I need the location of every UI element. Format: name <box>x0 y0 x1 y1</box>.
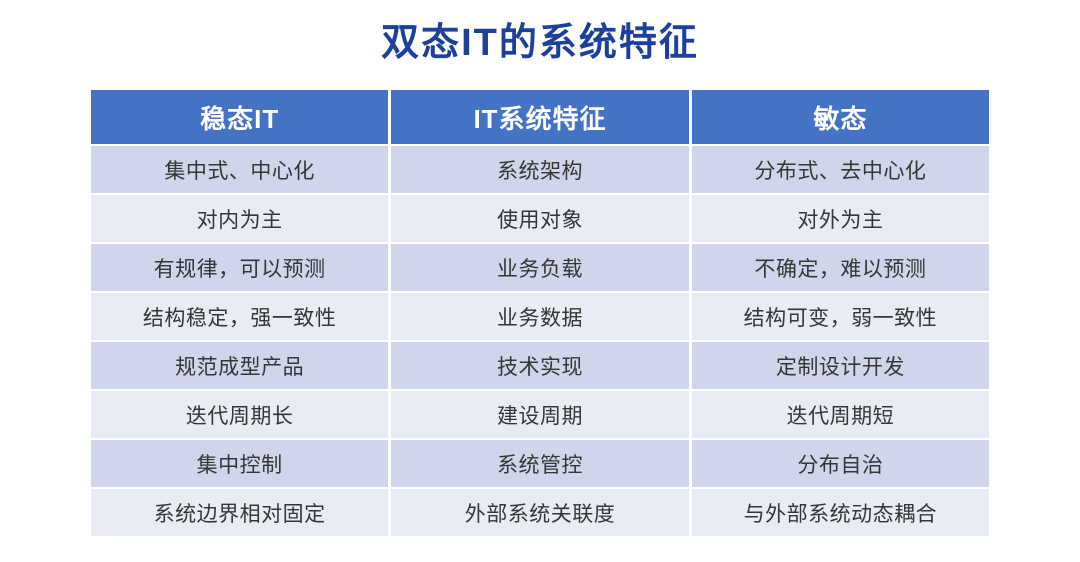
table-cell: 迭代周期长 <box>91 391 389 438</box>
table-row: 规范成型产品 技术实现 定制设计开发 <box>91 342 989 389</box>
table-cell: 外部系统关联度 <box>391 489 689 536</box>
table-cell: 集中式、中心化 <box>91 146 389 193</box>
table-row: 系统边界相对固定 外部系统关联度 与外部系统动态耦合 <box>91 489 989 536</box>
table-cell: 定制设计开发 <box>691 342 989 389</box>
table-row: 结构稳定，强一致性 业务数据 结构可变，弱一致性 <box>91 293 989 340</box>
table-cell: 不确定，难以预测 <box>691 244 989 291</box>
table-cell: 系统边界相对固定 <box>91 489 389 536</box>
table-cell: 集中控制 <box>91 440 389 487</box>
table-cell: 规范成型产品 <box>91 342 389 389</box>
table-cell: 对内为主 <box>91 195 389 242</box>
table-row: 迭代周期长 建设周期 迭代周期短 <box>91 391 989 438</box>
table-row: 集中控制 系统管控 分布自治 <box>91 440 989 487</box>
table-cell: 使用对象 <box>391 195 689 242</box>
column-header-agile: 敏态 <box>691 90 989 144</box>
column-header-stable-it: 稳态IT <box>91 90 389 144</box>
table-cell: 业务数据 <box>391 293 689 340</box>
table-cell: 分布式、去中心化 <box>691 146 989 193</box>
comparison-table: 稳态IT IT系统特征 敏态 集中式、中心化 系统架构 分布式、去中心化 对内为… <box>88 88 992 538</box>
table-row: 对内为主 使用对象 对外为主 <box>91 195 989 242</box>
table-row: 有规律，可以预测 业务负载 不确定，难以预测 <box>91 244 989 291</box>
table-cell: 系统管控 <box>391 440 689 487</box>
table-cell: 结构稳定，强一致性 <box>91 293 389 340</box>
table-cell: 技术实现 <box>391 342 689 389</box>
table-cell: 有规律，可以预测 <box>91 244 389 291</box>
table-cell: 分布自治 <box>691 440 989 487</box>
table-cell: 迭代周期短 <box>691 391 989 438</box>
table-row: 集中式、中心化 系统架构 分布式、去中心化 <box>91 146 989 193</box>
page-title: 双态IT的系统特征 <box>381 22 699 64</box>
table-cell: 与外部系统动态耦合 <box>691 489 989 536</box>
table-cell: 业务负载 <box>391 244 689 291</box>
table-cell: 对外为主 <box>691 195 989 242</box>
table-cell: 系统架构 <box>391 146 689 193</box>
column-header-it-system-feature: IT系统特征 <box>391 90 689 144</box>
table-header-row: 稳态IT IT系统特征 敏态 <box>91 90 989 144</box>
table-cell: 建设周期 <box>391 391 689 438</box>
table-cell: 结构可变，弱一致性 <box>691 293 989 340</box>
